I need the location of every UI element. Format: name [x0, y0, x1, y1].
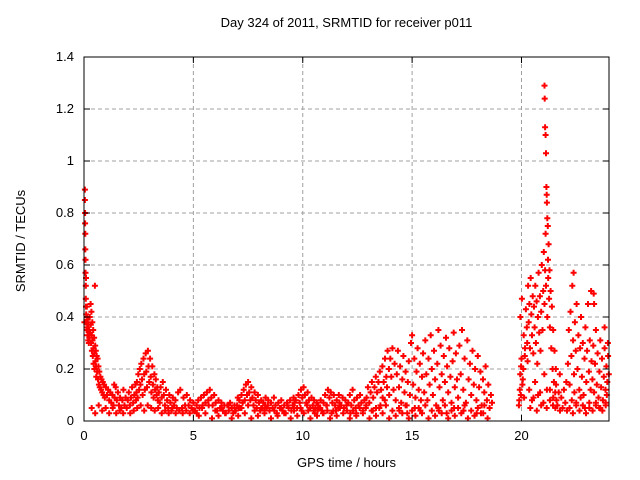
- y-tick-label: 1.2: [55, 101, 74, 116]
- x-tick-label: 0: [80, 428, 88, 443]
- chart-title: Day 324 of 2011, SRMTID for receiver p01…: [220, 15, 473, 30]
- y-tick-label: 1: [66, 153, 74, 168]
- x-tick-label: 15: [404, 428, 420, 443]
- plot-border: [83, 56, 610, 422]
- y-tick-label: 0.4: [55, 309, 74, 324]
- x-tick-label: 20: [514, 428, 529, 443]
- x-axis-label: GPS time / hours: [297, 455, 396, 470]
- x-tick-label: 5: [189, 428, 197, 443]
- y-tick-label: 0.6: [55, 257, 74, 272]
- y-tick-label: 0: [66, 413, 74, 428]
- scatter-points: [81, 82, 612, 422]
- y-tick-label: 0.2: [55, 361, 74, 376]
- y-tick-label: 0.8: [55, 205, 74, 220]
- y-tick-label: 1.4: [55, 49, 74, 64]
- x-tick-label: 10: [295, 428, 310, 443]
